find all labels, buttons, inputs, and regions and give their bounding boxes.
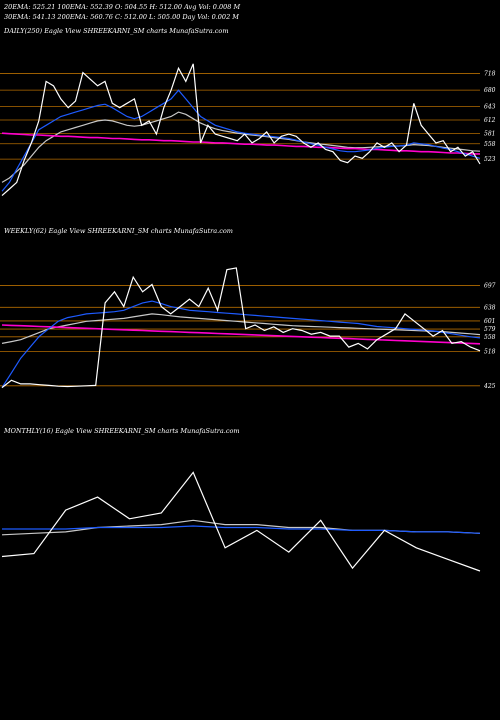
weekly-magenta-line (1, 324, 481, 345)
monthly-ema_fast-line (2, 525, 481, 534)
daily-tick-label: 718 (484, 70, 496, 77)
daily-price-line (1, 63, 481, 197)
monthly-price-line (1, 471, 481, 572)
daily-tick-label: 581 (484, 131, 495, 138)
weekly-ema_fast-line (1, 300, 481, 388)
weekly-ema_slow-line (1, 313, 481, 344)
weekly-tick-label: 558 (484, 334, 496, 341)
daily-tick-label: 612 (484, 117, 496, 124)
daily-tick-label: 523 (484, 156, 496, 163)
daily-panel-label: DAILY(250) Eagle View SHREEKARNI_SM char… (4, 27, 229, 35)
daily-ema_slow-line (1, 111, 481, 183)
weekly-tick-label: 579 (484, 326, 496, 333)
weekly-price-line (1, 267, 481, 389)
weekly-tick-label: 638 (484, 304, 496, 311)
weekly-tick-label: 425 (483, 383, 496, 390)
daily-tick-label: 680 (484, 87, 496, 94)
monthly-panel-label: MONTHLY(16) Eagle View SHREEKARNI_SM cha… (4, 427, 240, 435)
daily-tick-label: 643 (484, 103, 496, 110)
weekly-tick-label: 518 (484, 349, 496, 356)
weekly-panel-label: WEEKLY(62) Eagle View SHREEKARNI_SM char… (4, 227, 233, 235)
daily-tick-label: 558 (484, 141, 496, 148)
header-line-1: 20EMA: 525.21 100EMA: 552.39 O: 504.55 H… (4, 3, 241, 11)
weekly-tick-label: 601 (484, 318, 495, 325)
weekly-tick-label: 697 (484, 283, 496, 290)
daily-ema_fast-line (1, 89, 481, 192)
header-line-2: 30EMA: 541.13 200EMA: 560.76 C: 512.00 L… (4, 13, 239, 21)
